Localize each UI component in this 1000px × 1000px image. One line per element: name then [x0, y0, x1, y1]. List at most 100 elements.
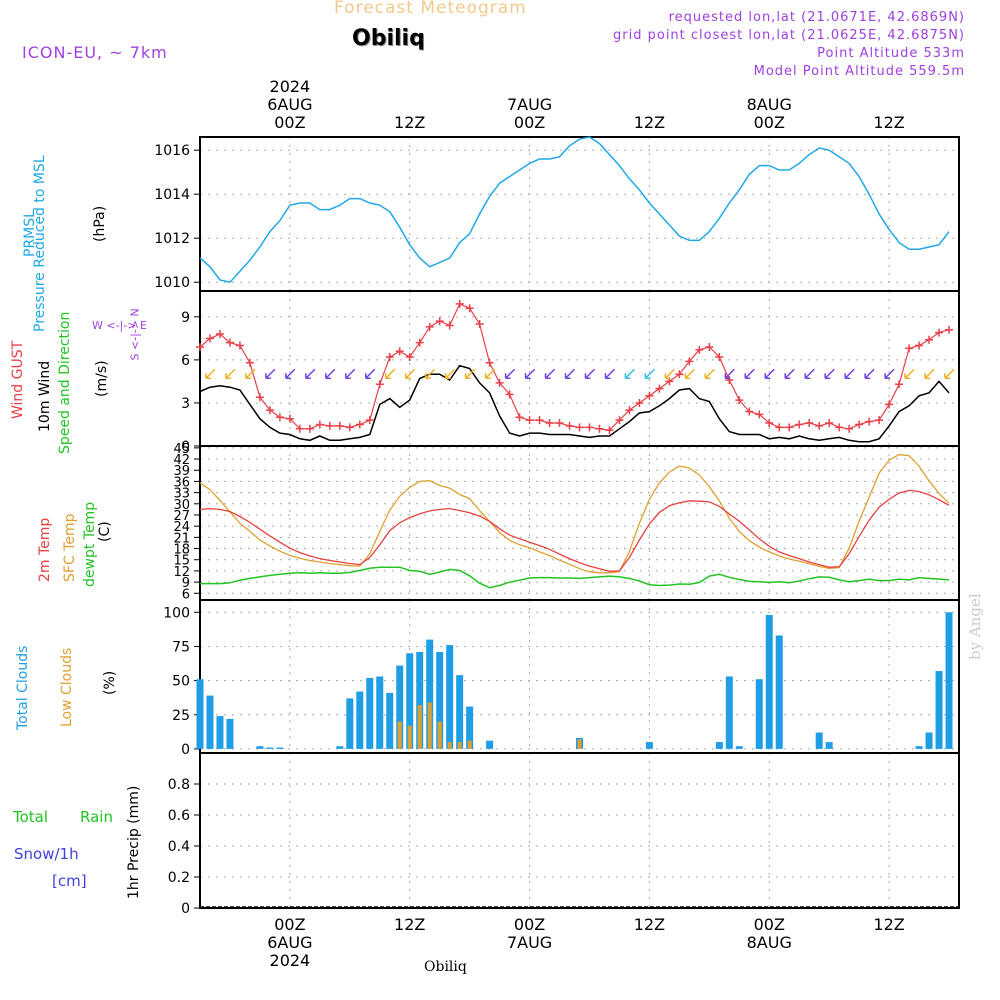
gust-marker — [405, 353, 414, 362]
gust-marker — [675, 370, 684, 379]
time-label-bottom: 00Z — [754, 915, 785, 934]
total-cloud-bar — [925, 732, 933, 749]
total-cloud-bar — [436, 651, 444, 749]
total-cloud-bar — [715, 742, 723, 749]
wind-direction-arrow — [904, 368, 915, 379]
gust-marker — [735, 396, 744, 405]
low-cloud-bar — [417, 705, 422, 749]
time-label-top: 00Z — [514, 113, 545, 132]
gust-marker — [475, 320, 484, 329]
gust-marker — [795, 420, 804, 429]
wind-direction-arrow — [924, 368, 935, 379]
gust-marker — [435, 317, 444, 326]
total-cloud-bar — [336, 746, 344, 749]
low-cloud-bar — [437, 721, 442, 749]
gust-marker — [705, 342, 714, 351]
low-cloud-bar — [457, 742, 462, 749]
total-cloud-bar — [735, 746, 743, 749]
wind-direction-arrow — [604, 368, 615, 379]
gust-marker — [655, 384, 664, 393]
gust-marker — [595, 424, 604, 433]
wind-direction-arrow — [644, 368, 655, 379]
grid-point-coords: grid point closest lon,lat (21.0625E, 42… — [613, 28, 965, 43]
wind-direction-arrow — [944, 368, 955, 379]
clouds-ytick-label: 75 — [172, 639, 190, 655]
gust-marker — [525, 416, 534, 425]
gust-marker — [745, 407, 754, 416]
gust-marker — [695, 345, 704, 354]
gust-marker — [295, 424, 304, 433]
low-cloud-bar — [397, 721, 402, 749]
total-cloud-bar — [386, 692, 394, 749]
gust-marker — [845, 424, 854, 433]
clouds-ytick-label: 25 — [172, 708, 190, 724]
time-label-top: 6AUG — [267, 95, 312, 114]
gust-marker — [815, 421, 824, 430]
temperature-panel-frame — [199, 445, 960, 601]
time-label-top: 00Z — [754, 113, 785, 132]
low-cloud-bar — [467, 740, 472, 749]
low-cloud-bar — [407, 725, 412, 749]
chart-title: Forecast Meteogram — [334, 0, 527, 18]
gust-marker — [375, 380, 384, 389]
total-cloud-bar — [456, 675, 464, 749]
wind-direction-arrow — [504, 368, 516, 379]
precipitation-ytick-label: 0 — [181, 901, 190, 917]
gust-marker — [925, 335, 934, 344]
wind-ytick-label: 3 — [181, 396, 190, 412]
time-label-bottom: 00Z — [274, 915, 305, 934]
clouds-ytick-label: 50 — [172, 674, 190, 690]
wind-ytick-label: 6 — [181, 353, 190, 369]
compass-we: W <-|-> E — [92, 319, 147, 332]
wind-direction-arrow — [484, 368, 496, 379]
wind-direction-arrow — [524, 368, 536, 379]
wind-series-10m-wind — [199, 364, 950, 443]
temperature-series-dewpt-temp — [200, 566, 950, 589]
wind-direction-arrow — [784, 368, 795, 379]
wind-direction-arrow — [844, 368, 855, 379]
temperature-ytick-label: 15 — [173, 554, 190, 569]
wind-direction-arrow — [365, 368, 376, 379]
gust-marker — [345, 423, 354, 432]
total-cloud-bar — [196, 679, 204, 749]
gust-marker — [505, 390, 514, 399]
precip-snow-label: Snow/1h — [14, 845, 79, 863]
gust-marker — [625, 406, 634, 415]
wind-direction-arrow — [764, 368, 775, 379]
gust-marker — [285, 414, 294, 423]
precipitation-ytick-label: 0.2 — [168, 870, 190, 886]
gust-marker — [355, 420, 364, 429]
time-label-top: 12Z — [634, 113, 665, 132]
pressure-ytick-label: 1010 — [154, 275, 190, 291]
gust-marker — [945, 325, 954, 334]
gust-marker — [395, 347, 404, 356]
gust-marker — [495, 378, 504, 387]
time-label-bottom: 7AUG — [507, 933, 552, 952]
time-label-bottom: 00Z — [514, 915, 545, 934]
total-cloud-bar — [725, 676, 733, 749]
gust-marker — [515, 413, 524, 422]
time-label-bottom: 6AUG — [267, 933, 312, 952]
time-label-bottom: 12Z — [394, 915, 425, 934]
total-cloud-bar — [915, 746, 923, 749]
gust-marker — [225, 338, 234, 347]
gust-marker — [575, 423, 584, 432]
gust-marker — [725, 375, 734, 384]
gust-marker — [555, 419, 564, 428]
precipitation-panel-frame — [199, 752, 960, 909]
pressure-ytick-label: 1016 — [154, 143, 190, 159]
gust-marker — [275, 413, 284, 422]
wind-ytick-label: 0 — [181, 439, 190, 455]
gust-marker — [485, 358, 494, 367]
low-cloud-bar — [447, 742, 452, 749]
point-altitude: Point Altitude 533m — [817, 46, 965, 61]
temperature-ytick-label: 18 — [173, 543, 190, 558]
wind-direction-arrow — [864, 368, 875, 379]
gust-marker — [755, 410, 764, 419]
station-name: Obiliq — [352, 26, 425, 51]
gust-marker — [915, 341, 924, 350]
gust-marker — [895, 380, 904, 389]
gust-marker — [805, 419, 814, 428]
temperature-ytick-label: 9 — [182, 576, 190, 591]
